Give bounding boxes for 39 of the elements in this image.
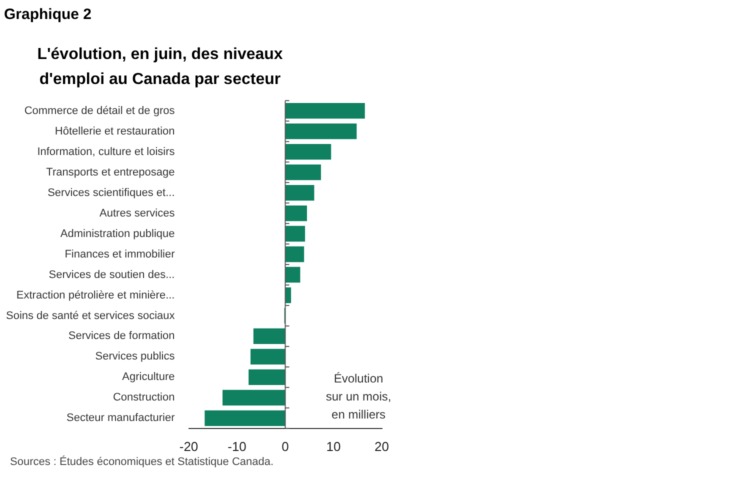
- x-tick-label: -10: [228, 438, 246, 454]
- y-tick-label: Administration publique: [60, 228, 175, 240]
- y-tick-label: Information, culture et loisirs: [37, 146, 176, 158]
- y-tick-label: Soins de santé et services sociaux: [6, 310, 176, 322]
- bar: [285, 123, 357, 140]
- bar: [204, 410, 286, 426]
- bar: [285, 266, 300, 283]
- y-tick-label: Transports et entreposage: [46, 166, 175, 178]
- bar: [253, 328, 286, 344]
- bar: [285, 226, 306, 242]
- text: Graphique 2: [4, 6, 92, 23]
- y-tick-label: Secteur manufacturier: [66, 412, 176, 424]
- y-tick-label: Finances et immobilier: [64, 248, 176, 260]
- bar: [250, 348, 286, 365]
- bar: [285, 164, 321, 180]
- bar: [248, 369, 286, 386]
- bar: [285, 103, 365, 119]
- x-tick-label: -20: [179, 438, 198, 454]
- chart-subtitle: L'évolution, en juin, des niveaux d'emploi au Canada par secteur: [36, 45, 284, 90]
- annotation: Évolution sur un mois, en milliers: [326, 371, 392, 422]
- y-tick-label: Services de formation: [68, 330, 175, 342]
- y-tick-label: Hôtellerie et restauration: [54, 125, 175, 138]
- bar: [285, 144, 332, 160]
- bar: [285, 184, 314, 201]
- x-tick-label: 20: [374, 438, 390, 454]
- y-tick-label: Services publics: [95, 350, 176, 363]
- bar: [285, 246, 304, 262]
- bar: [222, 390, 286, 406]
- x-tick-label: 0: [282, 438, 289, 454]
- y-tick-label: Autres services: [100, 207, 176, 220]
- y-tick-label: Construction: [112, 392, 175, 404]
- y-tick-label: Services de soutien des...: [48, 268, 175, 281]
- y-tick-label: Extraction pétrolière et minière...: [16, 289, 175, 302]
- x-tick-label: 10: [326, 438, 341, 454]
- bar: [285, 205, 307, 222]
- y-tick-label: Services scientifiques et...: [48, 186, 175, 199]
- y-tick-label: Commerce de détail et de gros: [24, 104, 176, 117]
- source-note: Sources : Études économiques et Statistique Canada.: [10, 456, 274, 468]
- y-tick-label: Agriculture: [122, 371, 175, 384]
